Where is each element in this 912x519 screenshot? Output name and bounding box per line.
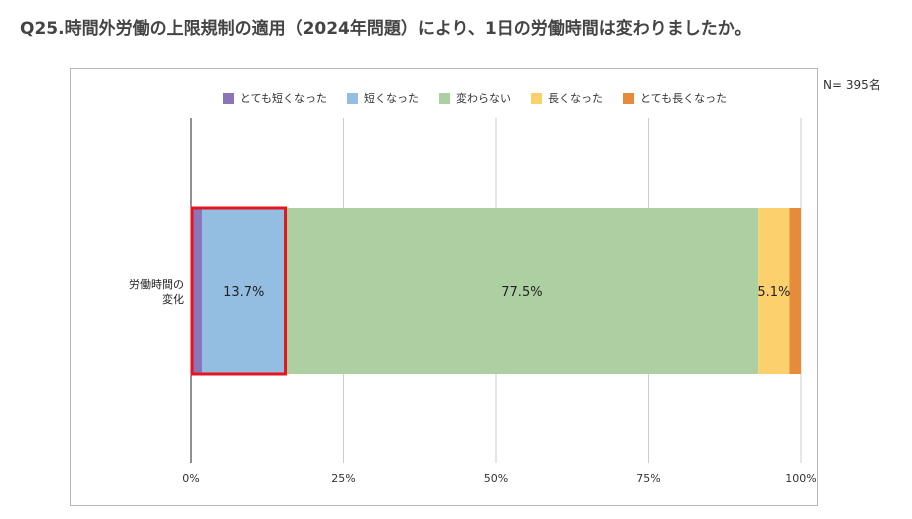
legend-swatch [531,92,542,104]
legend-swatch [439,92,450,104]
data-label: 13.7% [223,285,264,300]
bar-segment [758,208,790,374]
legend-item-same: 変わらない [439,90,511,106]
x-tick-label: 0% [182,472,199,485]
legend-item-shorter: 短くなった [347,90,419,106]
x-tick-label: 75% [636,472,660,485]
bar-segment [191,208,202,374]
x-tick-label: 50% [484,472,508,485]
legend-label: 短くなった [364,92,419,105]
bar-segment [789,208,801,374]
legend-swatch [222,92,234,104]
legend-item-longer: 長くなった [531,90,603,106]
chart-frame [70,68,818,506]
legend-item-very-longer: とても長くなった [623,90,727,106]
x-tick-label: 25% [331,472,355,485]
category-label-line: 労働時間の [129,278,184,291]
highlight-box [190,206,288,376]
category-label-line: 変化 [162,293,184,306]
chart-legend: とても短くなった 短くなった 変わらない 長くなった とても長くなった [0,90,912,106]
bar-segment [201,208,286,374]
legend-label: とても短くなった [239,92,327,105]
bar-segment [285,208,759,374]
legend-label: とても長くなった [640,92,728,105]
legend-swatch [623,92,634,104]
question-title: Q25.時間外労働の上限規制の適用（2024年問題）により、1日の労働時間は変わ… [20,19,752,39]
sample-size-label: N= 395名 [823,78,881,92]
category-label: 労働時間の 変化 [108,277,184,307]
x-tick-label: 100% [785,472,816,485]
data-label: 77.5% [501,285,542,300]
data-label: 5.1% [757,285,790,300]
legend-swatch [347,92,358,104]
legend-label: 変わらない [456,92,511,105]
legend-label: 長くなった [548,92,603,105]
legend-item-very-shorter: とても短くなった [222,90,327,106]
